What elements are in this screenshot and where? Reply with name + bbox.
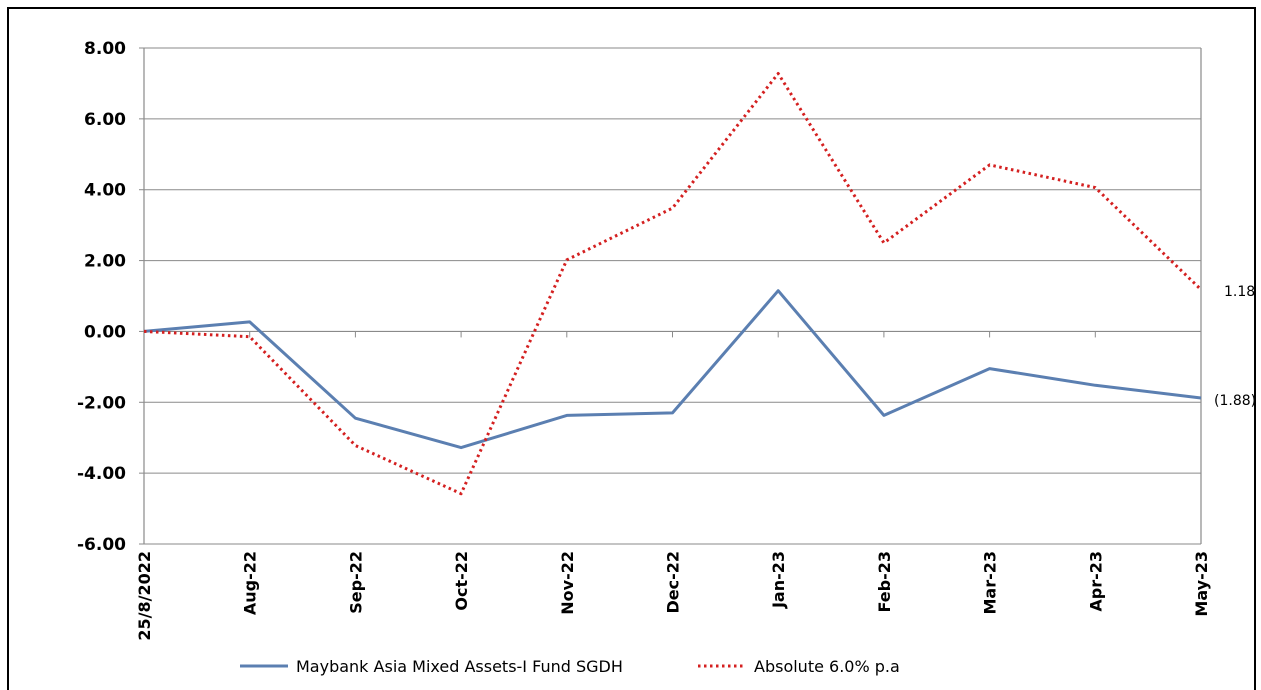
y-tick-label: 6.00 [84,110,126,130]
x-tick-label: May-23 [1192,551,1211,617]
legend-label-fund: Maybank Asia Mixed Assets-I Fund SGDH [296,657,623,676]
x-tick-label: Oct-22 [452,551,471,611]
series-lines [143,72,1203,496]
y-tick-label: -4.00 [77,464,126,484]
x-axis-ticks: 25/8/2022 Aug-22 Sep-22 Oct-22 Nov-22 Dec-22 J… [135,331,1211,641]
end-label-fund: (1.88) [1214,393,1256,409]
x-tick-label: Feb-23 [875,551,894,613]
x-tick-label: Dec-22 [664,551,683,614]
x-tick-label: Mar-23 [981,551,1000,615]
y-tick-label: -6.00 [77,535,126,555]
x-tick-label: Jan-23 [769,551,788,609]
x-tick-label: Aug-22 [241,551,260,615]
x-tick-label: 25/8/2022 [135,551,154,641]
grid-lines [144,47,1201,545]
end-labels: 1.18 (1.88) [1214,284,1256,409]
x-tick-label: Sep-22 [346,551,365,614]
y-tick-label: 2.00 [84,252,126,272]
legend: Maybank Asia Mixed Assets-I Fund SGDH Ab… [240,657,900,676]
axes [143,48,1202,544]
y-tick-label: 0.00 [84,322,126,342]
chart-frame [7,7,1256,690]
series-line-fund [143,289,1202,450]
y-tick-label: -2.00 [77,393,126,413]
x-tick-label: Apr-23 [1086,551,1105,612]
x-tick-label: Nov-22 [558,551,577,615]
y-tick-label: 8.00 [84,39,126,59]
legend-label-absolute: Absolute 6.0% p.a [754,657,900,676]
y-tick-label: 4.00 [84,181,126,201]
series-line-absolute [143,72,1203,496]
y-axis-ticks: 8.00 6.00 4.00 2.00 0.00 -2.00 -4.00 -6.00 [77,39,144,555]
end-label-absolute: 1.18 [1224,284,1255,300]
